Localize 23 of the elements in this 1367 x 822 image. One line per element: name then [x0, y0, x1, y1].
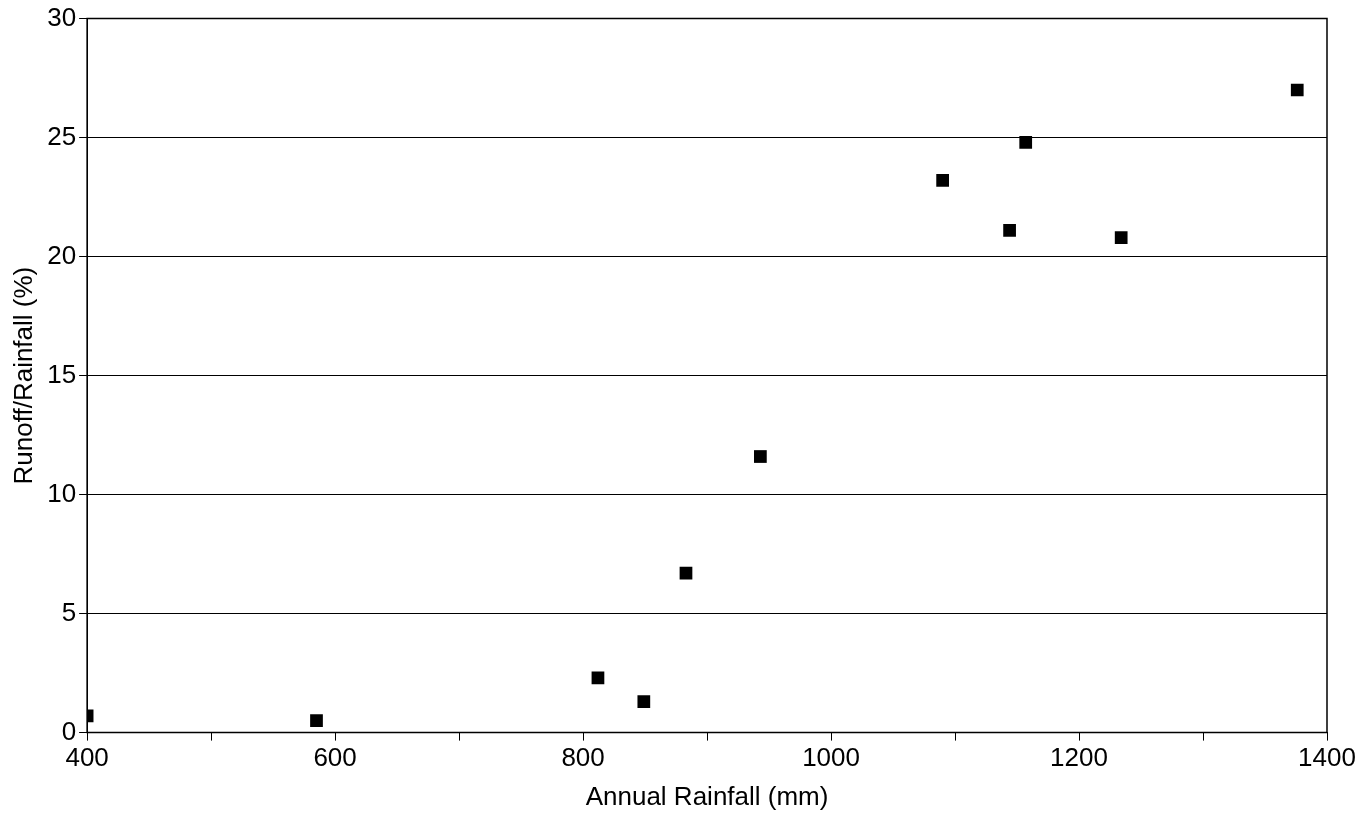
y-tick-label: 5	[61, 596, 77, 627]
y-tick-label: 20	[47, 239, 77, 270]
point	[754, 450, 767, 463]
y-axis-title: Runoff/Rainfall (%)	[7, 266, 38, 485]
point	[1019, 136, 1033, 149]
point	[936, 174, 949, 187]
point	[1114, 231, 1128, 244]
y-tick-label: 30	[47, 1, 77, 32]
x-tick-label: 1000	[802, 742, 860, 773]
point	[1003, 224, 1016, 237]
point	[310, 714, 323, 728]
x-tick-label: 800	[561, 742, 605, 773]
point	[637, 695, 651, 709]
x-tick-label: 1400	[1298, 742, 1356, 773]
y-tick-label: 15	[47, 358, 77, 389]
point	[679, 566, 693, 580]
x-tick-label: 600	[313, 742, 357, 773]
x-tick-label: 1200	[1050, 742, 1108, 773]
x-axis-title: Annual Rainfall (mm)	[585, 780, 829, 811]
y-tick-label: 25	[47, 120, 77, 151]
point	[591, 671, 605, 685]
y-tick-label: 10	[47, 477, 77, 508]
point	[1290, 83, 1304, 97]
